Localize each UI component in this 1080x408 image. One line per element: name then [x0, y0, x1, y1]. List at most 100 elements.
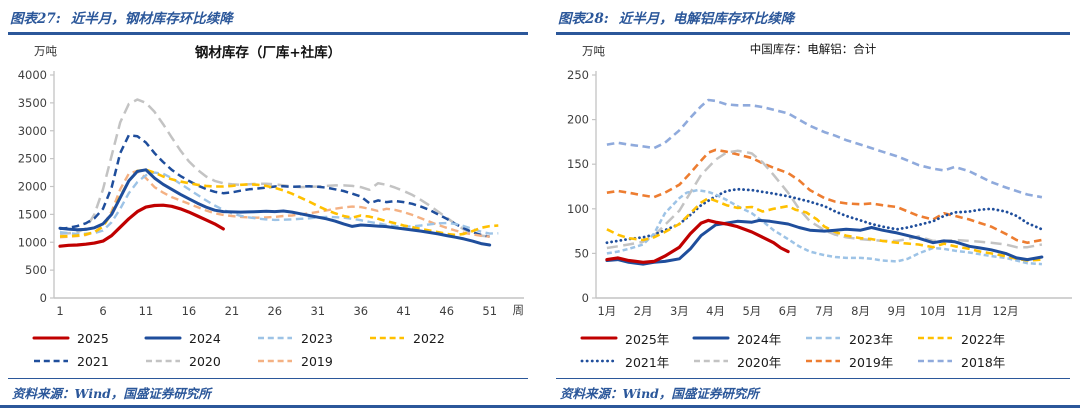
svg-text:16: 16 — [182, 304, 197, 318]
svg-text:4月: 4月 — [706, 304, 725, 318]
svg-text:3000: 3000 — [18, 123, 47, 137]
legend-label: 2020 — [189, 353, 221, 369]
svg-text:41: 41 — [396, 304, 411, 318]
chart-canvas: 0 50 100 150 200 250 1月 2月 3月 4月 5月 6月 7月 8月 9月 10月 11月 1… — [567, 68, 1072, 318]
source-text: 资料来源：Wind，国盛证券研究所 — [12, 385, 211, 401]
legend-label: 2023年 — [849, 331, 894, 347]
legend-item-2020年: 2020年 — [692, 352, 804, 371]
legend-item-2024: 2024 — [144, 331, 256, 346]
svg-text:7月: 7月 — [815, 304, 834, 318]
svg-text:周: 周 — [513, 303, 525, 317]
legend-swatch-2025 — [32, 336, 70, 340]
steel-chart-plot: 0 500 1000 1500 2000 2500 3000 3500 4000 1 6 11 16 21… — [8, 65, 526, 324]
legend-item-2021年: 2021年 — [580, 352, 692, 371]
legend-swatch-2024年 — [692, 336, 730, 340]
svg-text:1500: 1500 — [18, 207, 47, 221]
legend-label: 2021 — [77, 353, 109, 369]
steel-chart-legend: 2025 2024 2023 2022 2021 2020 2019 — [8, 324, 528, 373]
source-note: 资料来源：Wind，国盛证券研究所 — [556, 377, 1070, 402]
figure-28-caption-text: 近半月，电解铝库存环比续降 — [618, 11, 795, 27]
series-line-2022 — [59, 168, 499, 238]
svg-text:50: 50 — [574, 246, 589, 260]
legend-label: 2021年 — [625, 354, 670, 370]
legend-swatch-2023 — [258, 336, 292, 340]
svg-text:0: 0 — [582, 291, 589, 305]
legend-label: 2025年 — [625, 331, 670, 347]
legend-item-2022年: 2022年 — [916, 329, 1028, 348]
series-line-2018年 — [606, 98, 1043, 198]
series-line-2020年 — [606, 149, 1043, 249]
legend-label: 2025 — [77, 330, 109, 346]
svg-text:5月: 5月 — [742, 304, 761, 318]
series-line-2025年 — [605, 218, 790, 264]
legend-item-2025: 2025 — [32, 331, 144, 346]
series-line-2024年 — [605, 218, 1044, 266]
y-axis-unit-label: 万吨 — [34, 43, 57, 58]
legend-swatch-2021年 — [580, 359, 618, 363]
legend-item-2019: 2019 — [256, 354, 368, 369]
svg-text:10月: 10月 — [920, 304, 946, 318]
svg-text:11月: 11月 — [956, 304, 982, 318]
legend-item-2022: 2022 — [368, 331, 480, 346]
figure-27-panel: 图表27: 近半月，钢材库存环比续降 万吨 钢材库存（厂库+社库） 0 500 100… — [8, 5, 528, 402]
series-line-2019 — [59, 169, 490, 238]
legend-swatch-2021 — [34, 359, 68, 363]
svg-text:250: 250 — [567, 68, 589, 82]
legend-label: 2024年 — [737, 331, 782, 347]
svg-text:36: 36 — [353, 304, 368, 318]
svg-text:1000: 1000 — [18, 235, 47, 249]
svg-text:2月: 2月 — [634, 304, 653, 318]
svg-text:31: 31 — [310, 304, 325, 318]
svg-text:51: 51 — [482, 304, 497, 318]
legend-item-2020: 2020 — [144, 354, 256, 369]
legend-row: 2021年 2020年 2019年 2018年 — [580, 350, 1070, 373]
svg-text:1: 1 — [56, 304, 63, 318]
legend-swatch-2018年 — [918, 359, 952, 363]
legend-swatch-2019年 — [806, 359, 840, 363]
source-text: 资料来源：Wind，国盛证券研究所 — [560, 385, 759, 401]
legend-swatch-2025年 — [580, 336, 618, 340]
chart-title: 中国库存：电解铝：合计 — [749, 41, 877, 56]
svg-text:0: 0 — [40, 291, 47, 305]
svg-text:46: 46 — [439, 304, 454, 318]
figure-27-caption-text: 近半月，钢材库存环比续降 — [70, 11, 233, 27]
svg-text:6月: 6月 — [779, 304, 798, 318]
svg-text:3月: 3月 — [670, 304, 689, 318]
svg-text:9月: 9月 — [887, 304, 906, 318]
legend-item-2021: 2021 — [32, 354, 144, 369]
legend-label: 2024 — [189, 330, 221, 346]
aluminum-chart-plot: 0 50 100 150 200 250 1月 2月 3月 4月 5月 6月 7月 8月 9月 10月 11月 1… — [556, 65, 1074, 324]
series-line-2024 — [58, 167, 492, 246]
legend-item-2023年: 2023年 — [804, 329, 916, 348]
legend-item-2024年: 2024年 — [692, 329, 804, 348]
legend-item-2025年: 2025年 — [580, 329, 692, 348]
figure-27-caption: 图表27: 近半月，钢材库存环比续降 — [8, 5, 528, 32]
svg-text:200: 200 — [567, 112, 589, 126]
legend-swatch-2022 — [370, 336, 404, 340]
legend-swatch-2023年 — [806, 336, 840, 340]
legend-swatch-2019 — [258, 359, 292, 363]
legend-swatch-2020年 — [694, 359, 728, 363]
series-line-2022年 — [606, 196, 1042, 262]
legend-swatch-2024 — [144, 336, 182, 340]
aluminum-chart-legend: 2025年 2024年 2023年 2022年 2021年 2020年 2019年 2018年 — [556, 324, 1070, 373]
svg-text:21: 21 — [225, 304, 240, 318]
legend-label: 2022年 — [961, 331, 1006, 347]
source-note: 资料来源：Wind，国盛证券研究所 — [8, 377, 528, 402]
svg-text:2500: 2500 — [18, 151, 47, 165]
legend-label: 2023 — [301, 330, 333, 346]
series-line-2023年 — [606, 188, 1042, 265]
legend-row: 2025 2024 2023 2022 — [32, 327, 528, 350]
svg-text:11: 11 — [139, 304, 154, 318]
legend-label: 2020年 — [737, 354, 782, 370]
svg-text:6: 6 — [99, 304, 106, 318]
figure-27-label: 图表27: — [10, 11, 61, 27]
legend-item-2023: 2023 — [256, 331, 368, 346]
y-axis-unit-label: 万吨 — [582, 43, 605, 58]
legend-item-2018年: 2018年 — [916, 352, 1028, 371]
series-line-2025 — [58, 203, 225, 248]
svg-text:8月: 8月 — [851, 304, 870, 318]
legend-item-2019年: 2019年 — [804, 352, 916, 371]
